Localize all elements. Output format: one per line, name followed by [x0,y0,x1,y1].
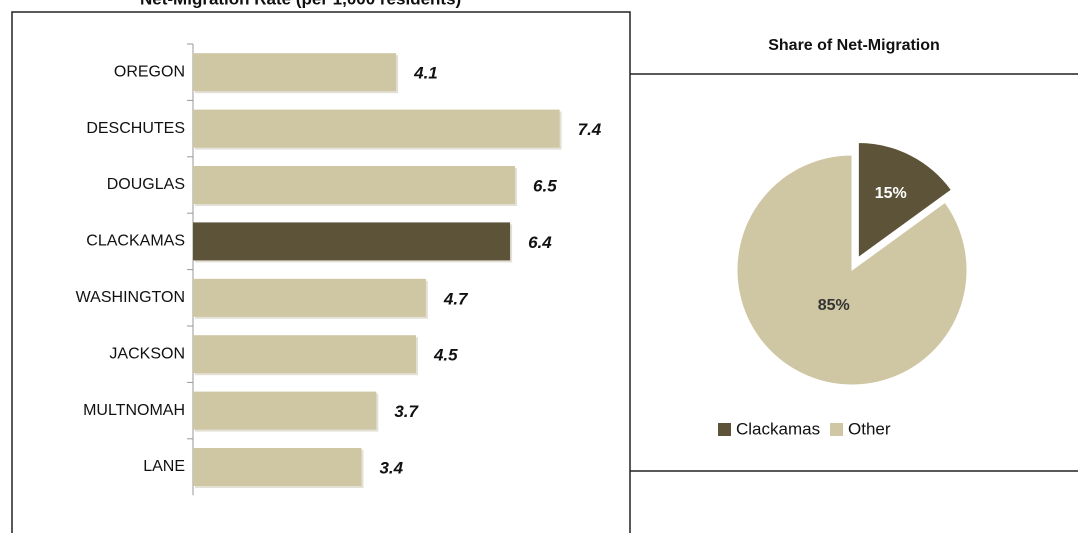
category-label: WASHINGTON [76,289,185,306]
bar [193,53,397,92]
category-label: OREGON [114,63,185,80]
bar [193,109,560,148]
value-label: 4.5 [433,346,458,365]
category-label: DOUGLAS [107,176,185,193]
bar [193,335,416,374]
category-label: DESCHUTES [86,120,185,137]
legend-label: Other [848,419,891,438]
category-label: MULTNOMAH [83,402,185,419]
value-label: 7.4 [578,120,602,139]
category-label: LANE [143,458,185,475]
bar [193,166,516,204]
category-label: JACKSON [109,345,185,362]
pie-slice [857,142,953,259]
value-label: 4.1 [413,64,438,83]
legend-swatch [718,423,731,436]
value-label: 6.4 [528,233,552,252]
bar [193,448,362,486]
pie-title: Share of Net-Migration [768,37,940,54]
category-label: CLACKAMAS [86,233,185,250]
value-label: 6.5 [533,176,557,195]
pie-slice [736,154,968,386]
value-label: 4.7 [443,289,469,308]
value-label: 3.4 [379,458,403,477]
value-label: 3.7 [394,402,419,421]
slice-label: 85% [818,297,850,314]
bar-panel [11,11,631,538]
slice-label: 15% [875,185,907,202]
legend-label: Clackamas [736,419,820,438]
bar [193,391,377,430]
legend-swatch [830,423,843,436]
bar [193,222,511,261]
bar-title: Net-Migration Rate (per 1,000 residents) [140,0,461,8]
bar [193,278,426,317]
